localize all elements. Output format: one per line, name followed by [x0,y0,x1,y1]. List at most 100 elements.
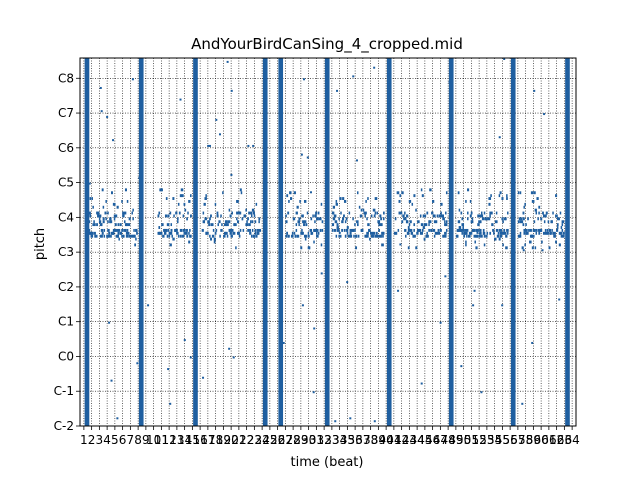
note [405,220,408,224]
note [456,234,459,238]
note [378,228,380,232]
x-tick-label: 39 [371,433,386,447]
note [428,223,430,227]
y-tick-label: C1 [58,315,74,329]
note [394,217,397,221]
note [431,211,434,215]
note [490,194,492,198]
note [413,223,416,227]
note [418,228,422,232]
note [527,217,529,221]
note [317,231,320,235]
note [332,217,336,221]
note [332,211,335,215]
note [349,231,352,235]
note [314,214,317,218]
note [419,231,422,235]
note [121,228,124,232]
note [397,289,400,292]
note [316,217,319,221]
note [334,420,337,423]
note [240,191,243,195]
note [381,223,383,227]
note [116,228,119,232]
note-column [262,58,268,426]
note [170,223,173,227]
note [404,211,406,215]
note [477,214,480,218]
note [94,234,96,238]
note [428,220,430,224]
note [465,243,467,247]
note [89,197,92,200]
note [547,231,550,235]
note-column [565,58,570,426]
note [336,223,339,227]
note [440,202,443,206]
note [397,228,400,232]
note [309,191,312,194]
note [208,223,210,227]
note [355,234,358,238]
note [253,214,256,218]
note [398,211,401,215]
note [102,220,105,224]
note [105,217,107,221]
note [231,228,234,232]
x-tick-label: 50 [456,433,471,447]
note [220,214,222,218]
note [464,231,467,235]
note [421,194,424,198]
note [209,223,211,227]
note [311,231,314,235]
note [223,234,226,238]
note [250,220,252,224]
note [524,228,527,232]
note [457,228,461,232]
note [470,220,473,224]
note [445,234,447,238]
note [535,228,538,232]
y-tick-label: C7 [58,106,74,120]
note [251,208,255,212]
note [461,231,463,235]
note [98,217,101,221]
note [480,228,482,232]
note [380,234,382,238]
note [189,356,192,359]
x-tick-label: 58 [518,433,533,447]
note [469,199,472,203]
note [533,228,536,232]
note [484,217,488,221]
x-tick-label: 59 [526,433,541,447]
note [506,197,508,200]
note [338,231,341,234]
x-tick-label: 37 [355,433,370,447]
note [401,220,404,224]
note [354,223,356,227]
note [462,226,464,229]
note [502,243,504,247]
note [99,234,102,238]
note [476,228,479,232]
note [108,228,110,232]
note [332,205,336,209]
x-tick-label: 31 [309,433,324,447]
note [307,231,310,235]
note [203,202,206,206]
note [119,223,122,227]
note [560,226,563,229]
note [523,231,526,235]
note [181,234,185,238]
note [507,231,509,235]
note [107,220,109,224]
note [186,234,189,238]
note [170,231,173,235]
x-tick-label: 46 [425,433,440,447]
y-tick-label: C2 [58,280,74,294]
note [316,231,318,235]
note [98,214,102,218]
note [313,228,315,232]
note [286,194,289,198]
note [387,211,390,214]
